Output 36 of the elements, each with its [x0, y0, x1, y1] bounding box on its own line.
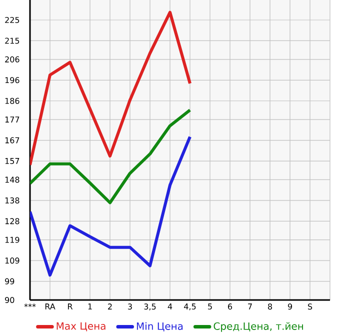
x-tick-label: 8: [268, 304, 272, 310]
x-tick-label: 3,5: [144, 304, 156, 310]
x-tick-label: 3: [128, 304, 132, 310]
y-tick-label: 177: [5, 116, 20, 122]
x-tick-label: 5: [208, 304, 212, 310]
line-series: [30, 135, 192, 277]
y-tick-label: 119: [5, 236, 20, 243]
x-tick-label: 4: [168, 304, 172, 310]
x-tick-label: 2: [108, 304, 112, 310]
y-tick-label: 167: [5, 137, 20, 144]
y-tick-label: 225: [5, 16, 20, 24]
x-tick-label: S: [308, 304, 312, 310]
y-tick-label: 196: [5, 77, 20, 84]
y-tick-label: 109: [5, 258, 20, 264]
legend-label: Сред.Цена, т.йен: [214, 322, 303, 332]
line-series: [30, 108, 192, 204]
x-tick-label: 7: [248, 304, 252, 310]
y-tick-label: 138: [5, 197, 20, 204]
y-tick-label: 148: [5, 176, 20, 183]
x-tick-label: 1: [88, 304, 92, 310]
x-tick-label: ***: [24, 304, 36, 308]
x-tick-label: RA: [45, 304, 56, 310]
x-tick-label: R: [68, 304, 73, 310]
legend-label: Min Цена: [136, 322, 183, 332]
y-tick-label: 215: [5, 38, 20, 44]
y-tick-label: 90: [5, 296, 14, 304]
x-tick-label: 6: [228, 304, 232, 310]
x-tick-label: 9: [288, 304, 292, 310]
y-tick-label: 128: [5, 218, 20, 224]
y-tick-label: 186: [5, 98, 20, 104]
line-series: [30, 10, 192, 166]
legend-label: Max Цена: [56, 322, 106, 332]
y-tick-label: 157: [5, 158, 20, 164]
x-tick-label: 4,5: [184, 304, 196, 310]
y-tick-label: 206: [5, 56, 20, 62]
y-tick-label: 99: [5, 278, 14, 284]
